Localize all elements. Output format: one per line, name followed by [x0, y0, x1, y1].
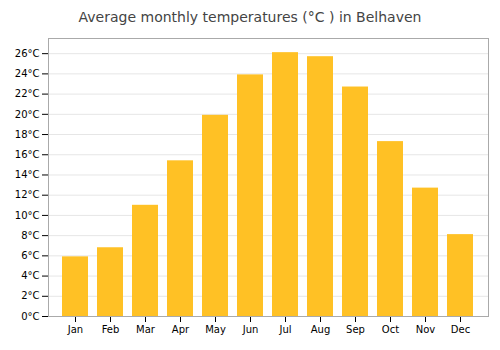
svg-text:May: May	[205, 324, 226, 335]
svg-text:20°C: 20°C	[15, 109, 40, 120]
svg-text:Jul: Jul	[278, 324, 291, 335]
svg-text:12°C: 12°C	[15, 189, 40, 200]
svg-text:8°C: 8°C	[21, 230, 39, 241]
svg-text:Jun: Jun	[242, 324, 259, 335]
svg-text:Mar: Mar	[136, 324, 156, 335]
html-text:Average monthly temperatures (: Average monthly temperatures (°C ) in Be…	[78, 9, 422, 25]
svg-text:14°C: 14°C	[15, 169, 40, 180]
svg-text:6°C: 6°C	[21, 250, 39, 261]
svg-text:4°C: 4°C	[21, 270, 39, 281]
svg-text:Sep: Sep	[346, 324, 365, 335]
svg-text:Nov: Nov	[416, 324, 436, 335]
svg-text:26°C: 26°C	[15, 48, 40, 59]
svg-text:Jan: Jan	[67, 324, 83, 335]
svg-text:Oct: Oct	[382, 324, 399, 335]
svg-text:10°C: 10°C	[15, 210, 40, 221]
svg-text:24°C: 24°C	[15, 68, 40, 79]
svg-text:Apr: Apr	[172, 324, 190, 335]
svg-text:Dec: Dec	[451, 324, 470, 335]
svg-text:18°C: 18°C	[15, 129, 40, 140]
svg-text:2°C: 2°C	[21, 290, 39, 301]
svg-text:0°C: 0°C	[21, 311, 39, 322]
svg-text:16°C: 16°C	[15, 149, 40, 160]
svg-text:Feb: Feb	[102, 324, 120, 335]
svg-text:22°C: 22°C	[15, 88, 40, 99]
svg-text:Aug: Aug	[311, 324, 331, 335]
